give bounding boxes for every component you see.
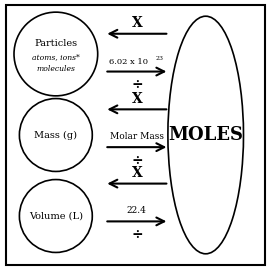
Text: 23: 23 [156,56,164,61]
Circle shape [20,180,92,252]
FancyBboxPatch shape [6,5,265,265]
Text: X: X [131,166,142,180]
Circle shape [20,99,92,171]
Text: Mass (g): Mass (g) [34,130,77,140]
Text: molecules: molecules [36,65,75,73]
Text: 22.4: 22.4 [127,207,147,215]
Circle shape [14,12,98,96]
Text: 6.02 x 10: 6.02 x 10 [109,58,148,66]
Text: Particles: Particles [34,39,78,48]
Text: atoms, ions*: atoms, ions* [32,53,80,61]
Text: MOLES: MOLES [168,126,243,144]
Text: X: X [131,92,142,106]
Text: Molar Mass: Molar Mass [110,132,164,141]
Text: X: X [131,16,142,31]
Text: ÷: ÷ [131,78,143,92]
Text: ÷: ÷ [131,228,143,242]
Text: ÷: ÷ [131,154,143,168]
Ellipse shape [168,16,244,254]
Text: Volume (L): Volume (L) [29,211,83,221]
